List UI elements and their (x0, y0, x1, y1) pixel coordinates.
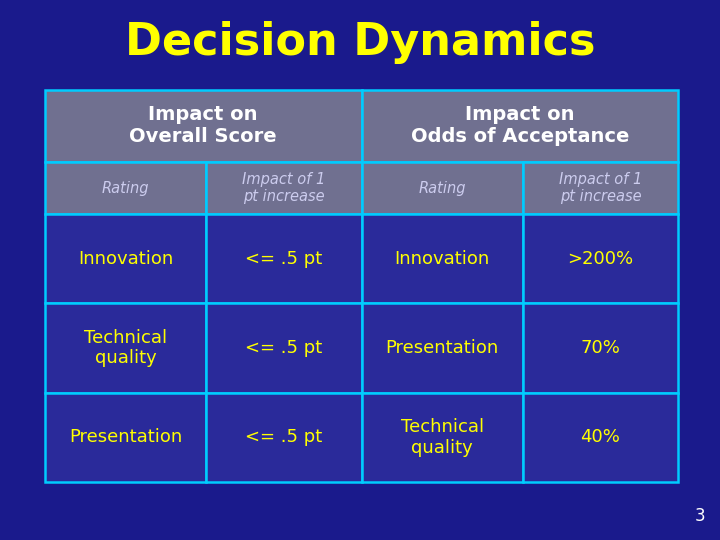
Text: Presentation: Presentation (386, 339, 499, 357)
Bar (361, 214, 523, 303)
Bar (207, 162, 361, 214)
Text: Impact of 1
pt increase: Impact of 1 pt increase (559, 172, 642, 204)
Bar (45, 393, 207, 482)
Text: Impact on
Overall Score: Impact on Overall Score (130, 105, 277, 146)
Text: <= .5 pt: <= .5 pt (246, 249, 323, 268)
Bar (207, 214, 361, 303)
Text: 3: 3 (694, 507, 705, 525)
Bar (361, 162, 523, 214)
Bar (361, 90, 678, 162)
Text: Impact on
Odds of Acceptance: Impact on Odds of Acceptance (410, 105, 629, 146)
Bar (207, 303, 361, 393)
Bar (523, 214, 678, 303)
Bar (45, 90, 361, 162)
Text: Impact of 1
pt increase: Impact of 1 pt increase (243, 172, 325, 204)
Text: Technical
quality: Technical quality (400, 418, 484, 457)
Bar (361, 393, 523, 482)
Text: Rating: Rating (418, 180, 466, 195)
Text: Decision Dynamics: Decision Dynamics (125, 22, 595, 64)
Text: Presentation: Presentation (69, 428, 182, 447)
Text: Technical
quality: Technical quality (84, 329, 167, 367)
Bar (45, 303, 207, 393)
Bar (523, 393, 678, 482)
Text: Innovation: Innovation (395, 249, 490, 268)
Text: 70%: 70% (580, 339, 621, 357)
Text: >200%: >200% (567, 249, 634, 268)
Bar (45, 162, 207, 214)
Text: <= .5 pt: <= .5 pt (246, 339, 323, 357)
Text: Innovation: Innovation (78, 249, 174, 268)
Bar (523, 162, 678, 214)
Bar (45, 214, 207, 303)
Text: 40%: 40% (580, 428, 621, 447)
Text: Rating: Rating (102, 180, 150, 195)
Bar (523, 303, 678, 393)
Text: <= .5 pt: <= .5 pt (246, 428, 323, 447)
Bar (207, 393, 361, 482)
Bar (361, 303, 523, 393)
